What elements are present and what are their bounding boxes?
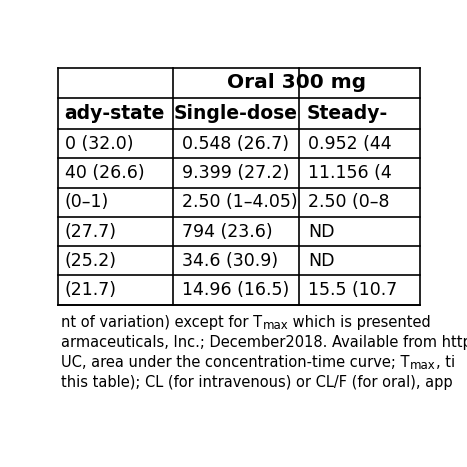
Text: max: max (410, 360, 436, 372)
Text: 11.156 (4: 11.156 (4 (308, 164, 392, 182)
Text: 0 (32.0): 0 (32.0) (64, 135, 133, 153)
Text: armaceuticals, Inc.; December2018. Available from http: armaceuticals, Inc.; December2018. Avail… (62, 335, 467, 350)
Text: 15.5 (10.7: 15.5 (10.7 (308, 281, 397, 299)
Text: ND: ND (308, 223, 334, 241)
Text: which is presented: which is presented (288, 315, 431, 330)
Text: UC, area under the concentration-time curve; T: UC, area under the concentration-time cu… (62, 355, 410, 370)
Text: (25.2): (25.2) (64, 252, 117, 270)
Text: ady-state: ady-state (64, 104, 165, 123)
Text: 2.50 (0–8: 2.50 (0–8 (308, 193, 389, 212)
Text: 2.50 (1–4.05): 2.50 (1–4.05) (183, 193, 298, 212)
Text: Oral 300 mg: Oral 300 mg (227, 73, 366, 92)
Text: , ti: , ti (436, 355, 455, 370)
Text: nt of variation) except for T: nt of variation) except for T (62, 315, 262, 330)
Text: 9.399 (27.2): 9.399 (27.2) (183, 164, 290, 182)
Text: 14.96 (16.5): 14.96 (16.5) (183, 281, 290, 299)
Text: max: max (262, 319, 288, 333)
Text: 794 (23.6): 794 (23.6) (183, 223, 273, 241)
Text: 0.548 (26.7): 0.548 (26.7) (183, 135, 290, 153)
Text: Steady-: Steady- (306, 104, 388, 123)
Text: 34.6 (30.9): 34.6 (30.9) (183, 252, 278, 270)
Text: Single-dose: Single-dose (174, 104, 298, 123)
Text: 40 (26.6): 40 (26.6) (64, 164, 144, 182)
Text: 0.952 (44: 0.952 (44 (308, 135, 391, 153)
Text: ND: ND (308, 252, 334, 270)
Text: (21.7): (21.7) (64, 281, 117, 299)
Text: (0–1): (0–1) (64, 193, 109, 212)
Text: (27.7): (27.7) (64, 223, 117, 241)
Text: this table); CL (for intravenous) or CL/F (for oral), app: this table); CL (for intravenous) or CL/… (62, 375, 453, 390)
